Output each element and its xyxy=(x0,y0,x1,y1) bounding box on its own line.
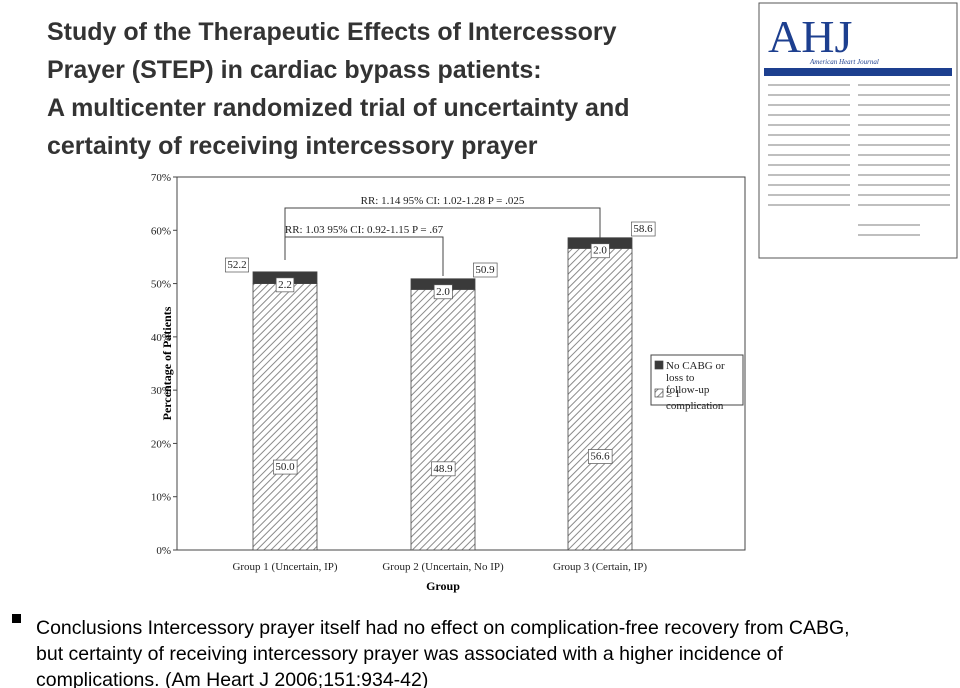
x-tick-label: Group 3 (Certain, IP) xyxy=(553,561,647,573)
y-tick-label: 40% xyxy=(151,332,171,344)
y-tick-label: 50% xyxy=(151,279,171,291)
bracket xyxy=(284,236,444,276)
annotation: RR: 1.03 95% CI: 0.92-1.15 P = .67 xyxy=(285,224,444,236)
value-label: 2.0 xyxy=(436,286,450,298)
legend-frame xyxy=(650,354,744,406)
value-label-box xyxy=(588,449,613,464)
bracket xyxy=(284,207,601,260)
bar-segment xyxy=(410,289,476,551)
value-label: 50.0 xyxy=(275,461,295,473)
total-label-box xyxy=(225,257,249,273)
total-label: 50.9 xyxy=(475,264,495,276)
journal-cover: AHJ American Heart Journal xyxy=(758,2,958,259)
conclusion-line: Conclusions Intercessory prayer itself h… xyxy=(36,617,850,639)
value-label: 56.6 xyxy=(590,451,610,463)
title-line: certainty of receiving intercessory pray… xyxy=(47,132,538,160)
legend-line: No CABG or xyxy=(666,360,725,372)
title-line: Study of the Therapeutic Effects of Inte… xyxy=(47,18,617,46)
total-label-box xyxy=(473,262,498,278)
legend-swatch xyxy=(654,360,664,370)
legend-label: ≥ 1 complication xyxy=(666,388,724,412)
y-tick-label: 60% xyxy=(151,225,171,237)
chart: 0% 10% 20% 30% 40% 50% 60% 70% Percentage of Pat… xyxy=(151,172,746,593)
cover-journal: American Heart Journal xyxy=(809,58,879,66)
conclusion: Conclusions Intercessory prayer itself h… xyxy=(36,617,850,688)
cover-band xyxy=(764,68,952,76)
value-label-box xyxy=(590,243,610,259)
y-axis-title: Percentage of Patients xyxy=(160,306,174,420)
legend-line: ≥ 1 xyxy=(666,388,680,400)
legend-line: complication xyxy=(666,400,724,412)
legend-label: No CABG or loss to follow-up xyxy=(666,360,725,396)
value-label: 2.2 xyxy=(278,279,292,291)
value-label: 48.9 xyxy=(433,463,453,475)
total-label: 58.6 xyxy=(633,223,653,235)
cover-frame xyxy=(758,2,958,259)
title-line: Prayer (STEP) in cardiac bypass patients… xyxy=(47,56,542,84)
total-label: 52.2 xyxy=(227,259,246,271)
bullet xyxy=(12,614,21,623)
legend-line: loss to xyxy=(666,372,695,384)
value-label-box xyxy=(273,459,298,475)
conclusion-line: but certainty of receiving intercessory … xyxy=(36,643,783,665)
total-label-box xyxy=(631,221,656,237)
bar-segment xyxy=(567,248,633,551)
y-tick-label: 10% xyxy=(151,492,171,504)
value-label: 2.0 xyxy=(593,245,607,257)
cover-text-lines xyxy=(768,84,950,236)
legend-line: follow-up xyxy=(666,384,710,396)
x-tick-label: Group 2 (Uncertain, No IP) xyxy=(382,561,504,573)
title-line: A multicenter randomized trial of uncert… xyxy=(47,94,630,122)
y-tick-label: 30% xyxy=(151,385,171,397)
x-axis-title: Group xyxy=(426,579,460,593)
cover-logo: AHJ xyxy=(768,11,852,62)
slide-title: Study of the Therapeutic Effects of Inte… xyxy=(47,18,630,160)
conclusion-line: complications. (Am Heart J 2006;151:934-… xyxy=(36,669,428,688)
legend-swatch xyxy=(654,388,664,398)
annotation: RR: 1.14 95% CI: 1.02-1.28 P = .025 xyxy=(361,195,525,207)
y-tick-label: 0% xyxy=(156,545,171,557)
y-tick-label: 70% xyxy=(151,172,171,184)
bar-segment xyxy=(252,283,318,551)
y-tick-label: 20% xyxy=(151,438,171,450)
value-label-box xyxy=(431,461,456,477)
value-label-box xyxy=(275,277,295,293)
x-tick-label: Group 1 (Uncertain, IP) xyxy=(232,561,337,573)
value-label-box xyxy=(433,284,453,300)
